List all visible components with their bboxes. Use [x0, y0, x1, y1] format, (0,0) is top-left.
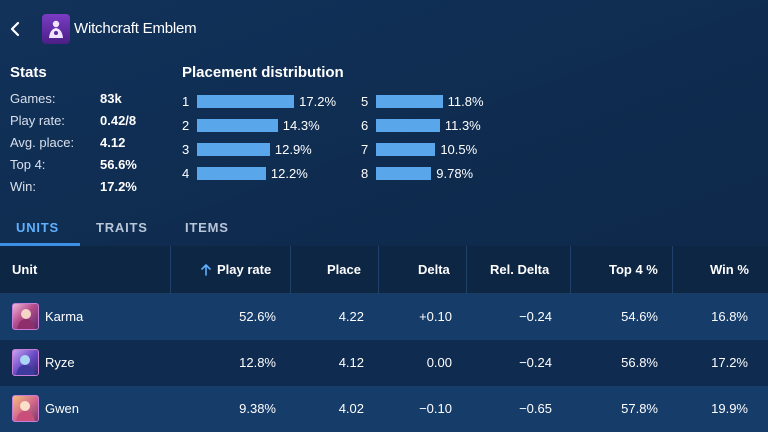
cell-place: 4.12 — [338, 355, 364, 370]
stat-label: Games: — [10, 91, 56, 106]
cell-rel-delta: −0.24 — [519, 309, 552, 324]
cell-place: 4.22 — [338, 309, 364, 324]
placement-percent: 17.2% — [299, 94, 337, 109]
cell-play-rate: 52.6% — [239, 309, 276, 324]
cell-top4: 57.8% — [621, 401, 658, 416]
stat-avg-place: Avg. place: 4.12 — [10, 131, 170, 153]
stat-win: Win: 17.2% — [10, 175, 170, 197]
page-title: Witchcraft Emblem — [74, 20, 197, 37]
cell-delta: 0.00 — [426, 355, 452, 370]
stat-label: Top 4: — [10, 157, 46, 172]
cell-delta: +0.10 — [419, 309, 452, 324]
placement-title: Placement distribution — [182, 64, 344, 81]
placement-percent: 14.3% — [282, 118, 320, 133]
units-table: Unit Play rate Place Delta Rel. Delta To… — [0, 246, 768, 432]
unit-name: Karma — [45, 309, 84, 324]
column-header-play-rate[interactable]: Play rate — [200, 262, 271, 277]
stat-value: 0.42/8 — [100, 113, 137, 128]
active-tab-indicator — [0, 243, 80, 246]
placement-bar — [376, 143, 436, 156]
stat-value: 83k — [100, 91, 122, 106]
back-button[interactable] — [4, 16, 26, 42]
column-header-label: Play rate — [217, 262, 272, 277]
column-divider — [570, 246, 571, 294]
chevron-left-icon — [10, 21, 20, 37]
placement-percent: 9.78% — [436, 166, 474, 181]
column-divider — [378, 246, 379, 294]
cell-win: 16.8% — [711, 309, 748, 324]
table-row[interactable]: Ryze 12.8% 4.12 0.00 −0.24 56.8% 17.2% — [0, 340, 768, 386]
stat-label: Win: — [10, 179, 36, 194]
cell-top4: 54.6% — [621, 309, 658, 324]
column-header-delta[interactable]: Delta — [418, 262, 450, 277]
placement-number: 2 — [182, 118, 190, 133]
placement-number: 1 — [182, 94, 190, 109]
cell-win: 17.2% — [711, 355, 748, 370]
table-header: Unit Play rate Place Delta Rel. Delta To… — [0, 246, 768, 294]
placement-percent: 11.8% — [447, 94, 484, 109]
column-header-win[interactable]: Win % — [710, 262, 749, 277]
placement-bar — [376, 95, 443, 108]
placement-percent: 11.3% — [444, 118, 481, 133]
stat-value: 17.2% — [100, 179, 137, 194]
placement-number: 3 — [182, 142, 190, 157]
stat-play-rate: Play rate: 0.42/8 — [10, 109, 170, 131]
placement-bar — [197, 119, 278, 132]
karma-portrait-icon — [12, 303, 39, 330]
placement-percent: 12.2% — [270, 166, 308, 181]
unit-name: Ryze — [45, 355, 75, 370]
placement-number: 5 — [361, 94, 369, 109]
placement-number: 7 — [361, 142, 369, 157]
table-row[interactable]: Gwen 9.38% 4.02 −0.10 −0.65 57.8% 19.9% — [0, 386, 768, 432]
column-header-unit[interactable]: Unit — [12, 262, 38, 277]
stat-top4: Top 4: 56.6% — [10, 153, 170, 175]
stats-panel: Stats Games: 83k Play rate: 0.42/8 Avg. … — [10, 64, 170, 197]
placement-percent: 12.9% — [274, 142, 312, 157]
placement-bar — [197, 143, 270, 156]
tab-units[interactable]: UNITS — [16, 220, 59, 235]
cell-play-rate: 9.38% — [239, 401, 276, 416]
stat-label: Avg. place: — [10, 135, 75, 150]
stat-value: 56.6% — [100, 157, 137, 172]
placement-number: 8 — [361, 166, 369, 181]
placement-number: 6 — [361, 118, 369, 133]
tab-bar: UNITS TRAITS ITEMS — [0, 210, 768, 246]
cell-rel-delta: −0.24 — [519, 355, 552, 370]
cell-rel-delta: −0.65 — [519, 401, 552, 416]
placement-number: 4 — [182, 166, 190, 181]
cell-play-rate: 12.8% — [239, 355, 276, 370]
stat-value: 4.12 — [100, 135, 126, 150]
stats-title: Stats — [10, 64, 47, 81]
column-divider — [466, 246, 467, 294]
table-row[interactable]: Karma 52.6% 4.22 +0.10 −0.24 54.6% 16.8% — [0, 294, 768, 340]
gwen-portrait-icon — [12, 395, 39, 422]
cell-delta: −0.10 — [419, 401, 452, 416]
placement-percent: 10.5% — [440, 142, 478, 157]
placement-bar — [197, 95, 295, 108]
column-header-place[interactable]: Place — [327, 262, 361, 277]
placement-bar — [197, 167, 266, 180]
witchcraft-emblem-icon — [42, 14, 70, 44]
unit-name: Gwen — [45, 401, 79, 416]
column-divider — [170, 246, 171, 294]
tab-traits[interactable]: TRAITS — [96, 220, 148, 235]
tab-items[interactable]: ITEMS — [185, 220, 229, 235]
header: Witchcraft Emblem — [0, 0, 768, 58]
ryze-portrait-icon — [12, 349, 39, 376]
cell-top4: 56.8% — [621, 355, 658, 370]
column-divider — [672, 246, 673, 294]
stat-games: Games: 83k — [10, 87, 170, 109]
stat-label: Play rate: — [10, 113, 65, 128]
placement-distribution: Placement distribution 1 17.2% 2 14.3% 3… — [182, 64, 542, 184]
column-header-top4[interactable]: Top 4 % — [609, 262, 658, 277]
sort-up-arrow-icon — [201, 264, 211, 276]
placement-bar — [376, 119, 440, 132]
column-header-rel-delta[interactable]: Rel. Delta — [490, 262, 550, 277]
cell-place: 4.02 — [338, 401, 364, 416]
column-divider — [290, 246, 291, 294]
placement-bar — [376, 167, 432, 180]
cell-win: 19.9% — [711, 401, 748, 416]
